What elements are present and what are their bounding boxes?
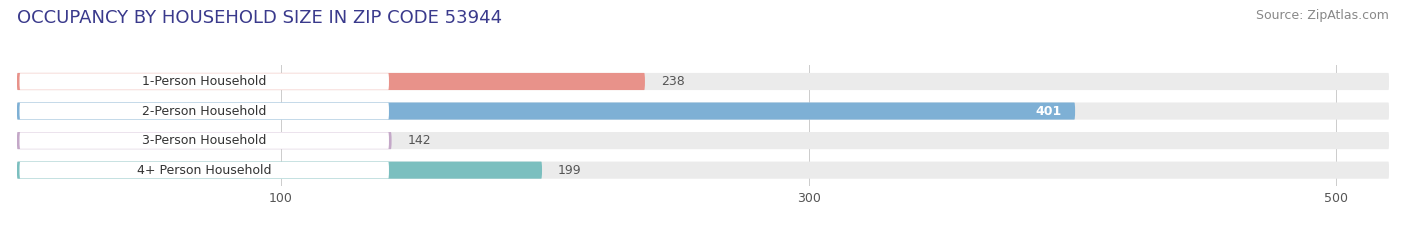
Text: 2-Person Household: 2-Person Household [142, 105, 266, 117]
FancyBboxPatch shape [20, 103, 389, 119]
FancyBboxPatch shape [20, 132, 389, 149]
Text: 1-Person Household: 1-Person Household [142, 75, 266, 88]
FancyBboxPatch shape [17, 132, 392, 149]
Text: 199: 199 [558, 164, 582, 177]
Text: 238: 238 [661, 75, 685, 88]
Text: OCCUPANCY BY HOUSEHOLD SIZE IN ZIP CODE 53944: OCCUPANCY BY HOUSEHOLD SIZE IN ZIP CODE … [17, 9, 502, 27]
FancyBboxPatch shape [17, 161, 543, 179]
FancyBboxPatch shape [17, 103, 1389, 120]
Text: 401: 401 [1036, 105, 1062, 117]
FancyBboxPatch shape [20, 162, 389, 178]
Text: 4+ Person Household: 4+ Person Household [136, 164, 271, 177]
FancyBboxPatch shape [17, 103, 1076, 120]
FancyBboxPatch shape [17, 161, 1389, 179]
FancyBboxPatch shape [17, 132, 1389, 149]
Text: 142: 142 [408, 134, 432, 147]
Text: Source: ZipAtlas.com: Source: ZipAtlas.com [1256, 9, 1389, 22]
FancyBboxPatch shape [17, 73, 1389, 90]
FancyBboxPatch shape [17, 73, 645, 90]
FancyBboxPatch shape [20, 73, 389, 90]
Text: 3-Person Household: 3-Person Household [142, 134, 266, 147]
